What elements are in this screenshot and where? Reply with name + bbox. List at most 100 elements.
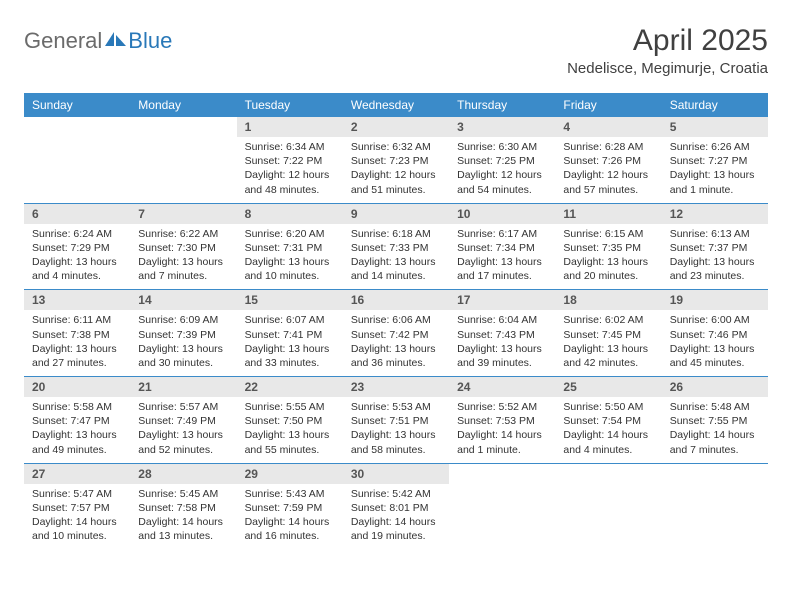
daylight-text: Daylight: 13 hours and 14 minutes.: [351, 255, 441, 283]
day-number: 21: [130, 377, 236, 397]
sunrise-text: Sunrise: 6:26 AM: [670, 140, 760, 154]
day-details: Sunrise: 5:45 AMSunset: 7:58 PMDaylight:…: [130, 484, 236, 550]
calendar-cell: 10Sunrise: 6:17 AMSunset: 7:34 PMDayligh…: [449, 203, 555, 290]
sunrise-text: Sunrise: 6:06 AM: [351, 313, 441, 327]
month-title: April 2025: [567, 24, 768, 58]
sunrise-text: Sunrise: 6:13 AM: [670, 227, 760, 241]
calendar-cell: 3Sunrise: 6:30 AMSunset: 7:25 PMDaylight…: [449, 117, 555, 203]
sunrise-text: Sunrise: 6:15 AM: [563, 227, 653, 241]
sunrise-text: Sunrise: 6:04 AM: [457, 313, 547, 327]
day-details: Sunrise: 5:53 AMSunset: 7:51 PMDaylight:…: [343, 397, 449, 463]
daylight-text: Daylight: 13 hours and 20 minutes.: [563, 255, 653, 283]
calendar-cell: 2Sunrise: 6:32 AMSunset: 7:23 PMDaylight…: [343, 117, 449, 203]
daylight-text: Daylight: 13 hours and 10 minutes.: [245, 255, 335, 283]
day-details: Sunrise: 5:48 AMSunset: 7:55 PMDaylight:…: [662, 397, 768, 463]
sunrise-text: Sunrise: 5:58 AM: [32, 400, 122, 414]
day-details: Sunrise: 6:09 AMSunset: 7:39 PMDaylight:…: [130, 310, 236, 376]
day-number: 3: [449, 117, 555, 137]
daylight-text: Daylight: 13 hours and 58 minutes.: [351, 428, 441, 456]
day-number: 25: [555, 377, 661, 397]
calendar-cell: [24, 117, 130, 203]
day-details: Sunrise: 6:18 AMSunset: 7:33 PMDaylight:…: [343, 224, 449, 290]
calendar-cell: 7Sunrise: 6:22 AMSunset: 7:30 PMDaylight…: [130, 203, 236, 290]
day-number: 4: [555, 117, 661, 137]
sunset-text: Sunset: 7:53 PM: [457, 414, 547, 428]
daylight-text: Daylight: 14 hours and 4 minutes.: [563, 428, 653, 456]
location-text: Nedelisce, Megimurje, Croatia: [567, 60, 768, 77]
sunset-text: Sunset: 7:58 PM: [138, 501, 228, 515]
day-number: 16: [343, 290, 449, 310]
sunset-text: Sunset: 7:45 PM: [563, 328, 653, 342]
sunset-text: Sunset: 7:41 PM: [245, 328, 335, 342]
day-details: Sunrise: 6:00 AMSunset: 7:46 PMDaylight:…: [662, 310, 768, 376]
calendar-cell: 27Sunrise: 5:47 AMSunset: 7:57 PMDayligh…: [24, 463, 130, 549]
day-number: 27: [24, 464, 130, 484]
sunset-text: Sunset: 7:43 PM: [457, 328, 547, 342]
calendar-cell: 26Sunrise: 5:48 AMSunset: 7:55 PMDayligh…: [662, 377, 768, 464]
day-number: 15: [237, 290, 343, 310]
day-details: Sunrise: 5:50 AMSunset: 7:54 PMDaylight:…: [555, 397, 661, 463]
day-number: 8: [237, 204, 343, 224]
sunrise-text: Sunrise: 6:09 AM: [138, 313, 228, 327]
sunrise-text: Sunrise: 5:57 AM: [138, 400, 228, 414]
day-header: Friday: [555, 93, 661, 117]
calendar-cell: 8Sunrise: 6:20 AMSunset: 7:31 PMDaylight…: [237, 203, 343, 290]
day-details: Sunrise: 6:22 AMSunset: 7:30 PMDaylight:…: [130, 224, 236, 290]
day-number: 13: [24, 290, 130, 310]
day-number: 19: [662, 290, 768, 310]
day-details: Sunrise: 6:06 AMSunset: 7:42 PMDaylight:…: [343, 310, 449, 376]
calendar-cell: 18Sunrise: 6:02 AMSunset: 7:45 PMDayligh…: [555, 290, 661, 377]
logo-sails-icon: [104, 30, 128, 53]
sunset-text: Sunset: 7:38 PM: [32, 328, 122, 342]
day-number: 17: [449, 290, 555, 310]
sunrise-text: Sunrise: 6:28 AM: [563, 140, 653, 154]
calendar-week-row: 13Sunrise: 6:11 AMSunset: 7:38 PMDayligh…: [24, 290, 768, 377]
logo-word2: Blue: [128, 28, 172, 54]
day-number: 2: [343, 117, 449, 137]
sunset-text: Sunset: 7:23 PM: [351, 154, 441, 168]
sunset-text: Sunset: 7:30 PM: [138, 241, 228, 255]
sunrise-text: Sunrise: 5:50 AM: [563, 400, 653, 414]
daylight-text: Daylight: 13 hours and 17 minutes.: [457, 255, 547, 283]
sunrise-text: Sunrise: 5:43 AM: [245, 487, 335, 501]
daylight-text: Daylight: 14 hours and 7 minutes.: [670, 428, 760, 456]
sunset-text: Sunset: 7:39 PM: [138, 328, 228, 342]
sunrise-text: Sunrise: 6:18 AM: [351, 227, 441, 241]
sunrise-text: Sunrise: 5:48 AM: [670, 400, 760, 414]
calendar-week-row: 1Sunrise: 6:34 AMSunset: 7:22 PMDaylight…: [24, 117, 768, 203]
day-details: Sunrise: 6:20 AMSunset: 7:31 PMDaylight:…: [237, 224, 343, 290]
calendar-page: General Blue April 2025 Nedelisce, Megim…: [0, 0, 792, 549]
day-number: 23: [343, 377, 449, 397]
day-details: Sunrise: 5:52 AMSunset: 7:53 PMDaylight:…: [449, 397, 555, 463]
day-header: Thursday: [449, 93, 555, 117]
day-details: Sunrise: 6:30 AMSunset: 7:25 PMDaylight:…: [449, 137, 555, 203]
sunrise-text: Sunrise: 5:55 AM: [245, 400, 335, 414]
sunset-text: Sunset: 7:49 PM: [138, 414, 228, 428]
calendar-cell: 16Sunrise: 6:06 AMSunset: 7:42 PMDayligh…: [343, 290, 449, 377]
calendar-cell: 23Sunrise: 5:53 AMSunset: 7:51 PMDayligh…: [343, 377, 449, 464]
day-details: Sunrise: 5:55 AMSunset: 7:50 PMDaylight:…: [237, 397, 343, 463]
daylight-text: Daylight: 12 hours and 48 minutes.: [245, 168, 335, 196]
logo: General Blue: [24, 24, 172, 54]
day-details: Sunrise: 6:24 AMSunset: 7:29 PMDaylight:…: [24, 224, 130, 290]
calendar-cell: 5Sunrise: 6:26 AMSunset: 7:27 PMDaylight…: [662, 117, 768, 203]
calendar-cell: 20Sunrise: 5:58 AMSunset: 7:47 PMDayligh…: [24, 377, 130, 464]
sunset-text: Sunset: 7:55 PM: [670, 414, 760, 428]
daylight-text: Daylight: 14 hours and 10 minutes.: [32, 515, 122, 543]
sunrise-text: Sunrise: 5:45 AM: [138, 487, 228, 501]
sunrise-text: Sunrise: 5:53 AM: [351, 400, 441, 414]
day-header-row: Sunday Monday Tuesday Wednesday Thursday…: [24, 93, 768, 117]
day-number: 6: [24, 204, 130, 224]
day-details: Sunrise: 6:17 AMSunset: 7:34 PMDaylight:…: [449, 224, 555, 290]
day-details: Sunrise: 6:11 AMSunset: 7:38 PMDaylight:…: [24, 310, 130, 376]
day-details: Sunrise: 6:28 AMSunset: 7:26 PMDaylight:…: [555, 137, 661, 203]
day-number: 28: [130, 464, 236, 484]
sunrise-text: Sunrise: 5:47 AM: [32, 487, 122, 501]
day-number: 12: [662, 204, 768, 224]
daylight-text: Daylight: 13 hours and 27 minutes.: [32, 342, 122, 370]
daylight-text: Daylight: 12 hours and 54 minutes.: [457, 168, 547, 196]
day-details: Sunrise: 6:34 AMSunset: 7:22 PMDaylight:…: [237, 137, 343, 203]
sunrise-text: Sunrise: 6:20 AM: [245, 227, 335, 241]
day-header: Tuesday: [237, 93, 343, 117]
day-number: 18: [555, 290, 661, 310]
